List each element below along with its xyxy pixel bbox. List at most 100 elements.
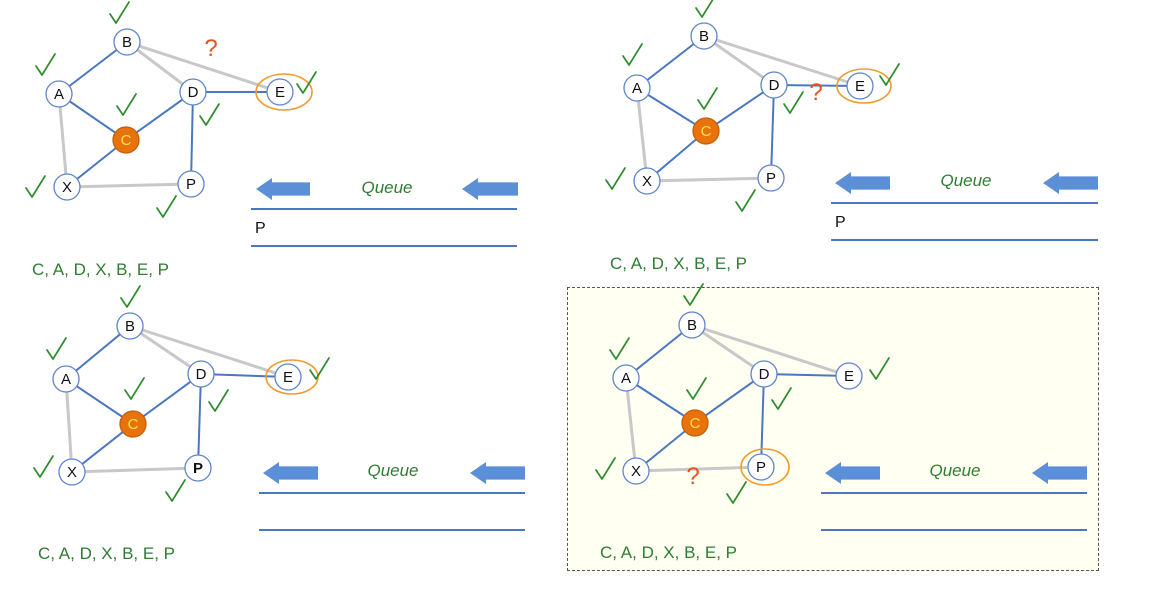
edge-B-D [703,34,775,87]
node-P[interactable]: P [184,454,212,482]
edge-D-P [770,84,775,179]
edge-A-X [624,377,638,472]
node-A[interactable]: A [45,80,73,108]
edge-X-P [66,182,192,189]
check-icon [35,53,56,76]
svg-text:B: B [125,318,135,335]
queue-item: P [835,214,846,231]
node-P[interactable]: P [757,164,785,192]
queue-title: Queue [361,178,412,197]
svg-text:C: C [128,416,139,433]
check-icon [296,71,317,94]
question-mark: ? [686,463,699,490]
question-mark: ? [204,35,217,62]
highlight-ring [740,448,790,486]
edge-A-X [635,87,649,182]
svg-text:C: C [701,123,712,140]
svg-text:C: C [121,132,132,149]
node-X[interactable]: X [622,457,650,485]
highlight-ring [836,68,892,104]
node-B[interactable]: B [690,22,718,50]
edge-A-C [625,377,696,424]
node-B[interactable]: B [113,28,141,56]
queue-arrow-icon [256,178,310,200]
selection-box[interactable] [567,287,1099,571]
check-icon [109,1,130,24]
check-icon [156,195,177,218]
svg-text:D: D [759,366,770,383]
svg-text:X: X [67,464,77,481]
node-X[interactable]: X [53,173,81,201]
edge-B-D [126,40,194,94]
node-C[interactable]: C [681,409,709,437]
svg-text:A: A [54,86,64,103]
svg-text:B: B [687,317,697,334]
check-icon [622,43,643,66]
node-C[interactable]: C [112,126,140,154]
node-E[interactable]: E [846,72,874,100]
edge-C-D [132,373,202,425]
sequence-text: C, A, D, X, B, E, P [38,544,175,563]
node-D[interactable]: D [187,360,215,388]
svg-text:B: B [122,34,132,51]
edge-B-D [691,323,765,376]
svg-text:E: E [275,84,285,101]
check-icon [695,0,714,18]
node-C[interactable]: C [119,410,147,438]
node-D[interactable]: D [179,78,207,106]
edge-D-P [190,91,194,185]
node-D[interactable]: D [760,71,788,99]
node-E[interactable]: E [266,78,294,106]
svg-text:X: X [642,173,652,190]
node-P[interactable]: P [747,453,775,481]
node-E[interactable]: E [274,363,302,391]
node-D[interactable]: D [750,360,778,388]
queue-arrow-icon [825,462,880,484]
svg-text:P: P [756,459,766,476]
edge-X-P [71,466,199,474]
svg-text:A: A [621,370,631,387]
edge-B-E [129,324,289,379]
svg-text:C: C [690,415,701,432]
edge-B-E [126,40,281,94]
edge-C-D [125,91,194,141]
edge-C-D [694,373,765,424]
check-icon [120,285,141,308]
edge-D-E [773,84,861,87]
node-A[interactable]: A [623,74,651,102]
check-icon [595,457,616,480]
node-A[interactable]: A [612,364,640,392]
node-P[interactable]: P [177,170,205,198]
edge-A-X [64,378,74,473]
check-icon [697,87,718,110]
node-X[interactable]: X [58,458,86,486]
check-icon [208,389,229,412]
check-icon [686,377,707,400]
node-A[interactable]: A [52,365,80,393]
check-icon [683,283,704,306]
sequence-text: C, A, D, X, B, E, P [32,260,169,279]
svg-text:D: D [769,77,780,94]
node-X[interactable]: X [633,167,661,195]
question-mark: ? [809,79,822,106]
edge-B-E [703,34,861,88]
svg-text:E: E [844,368,854,385]
queue-arrow-icon [470,462,525,484]
edge-D-P [197,373,202,469]
svg-text:D: D [196,366,207,383]
node-C[interactable]: C [692,117,720,145]
node-E[interactable]: E [835,362,863,390]
edge-X-P [646,176,772,183]
edge-B-A [65,325,131,380]
check-icon [309,357,330,380]
svg-text:A: A [61,371,71,388]
edge-D-P [760,373,765,468]
svg-text:E: E [283,369,293,386]
svg-text:D: D [188,84,199,101]
node-B[interactable]: B [678,311,706,339]
edge-B-A [58,41,128,95]
queue-arrow-icon [462,178,518,200]
node-B[interactable]: B [116,312,144,340]
